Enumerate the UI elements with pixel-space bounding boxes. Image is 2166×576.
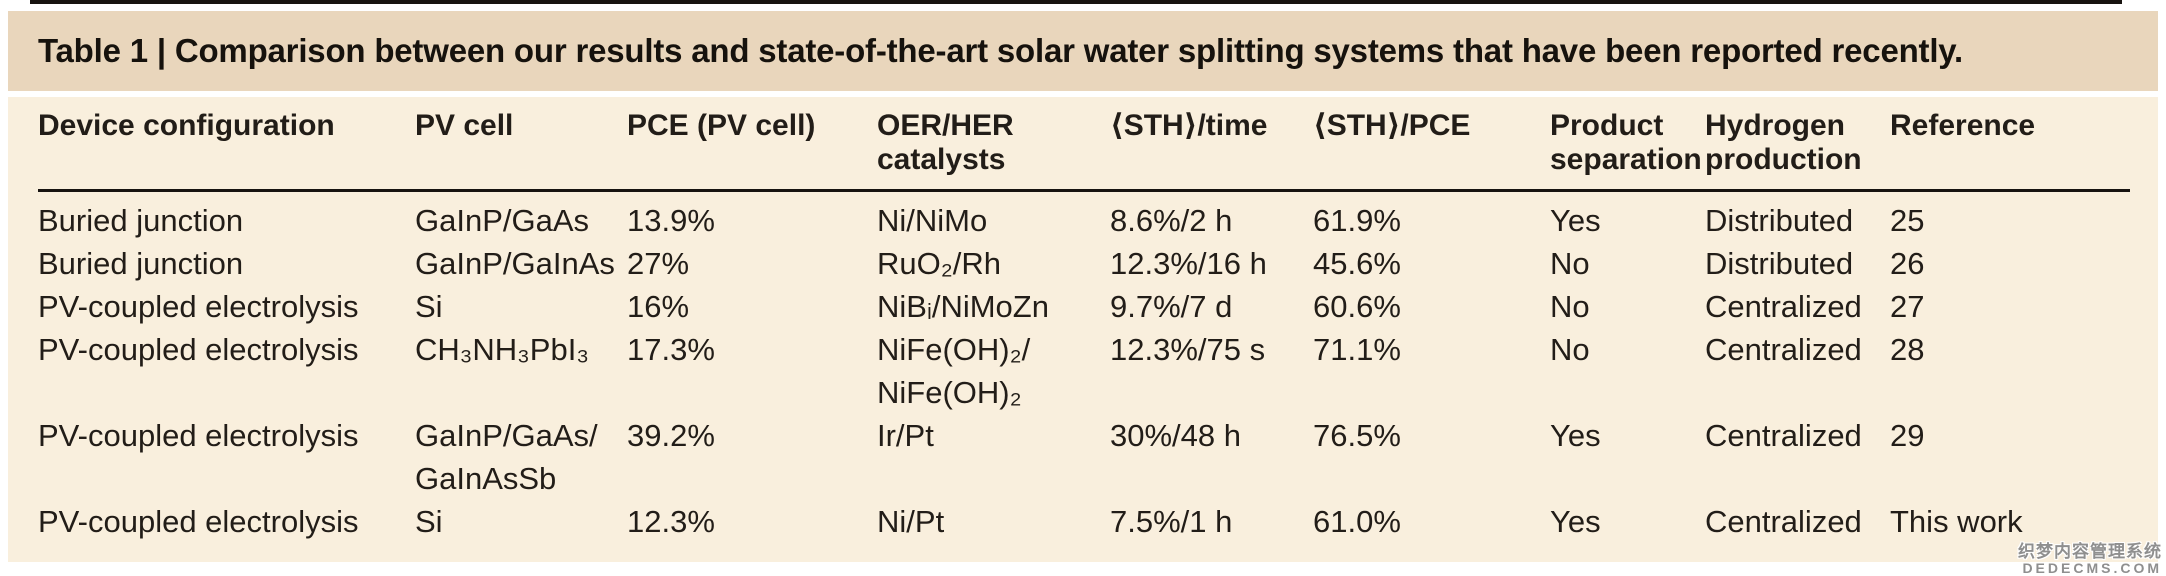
table-cell: Si [415, 289, 443, 324]
table-cell: This work [1890, 504, 2023, 539]
table-cell: GaInP/GaAs/ GaInAsSb [415, 418, 598, 496]
table-cell: 28 [1890, 332, 1925, 367]
dedecms-watermark: 织梦内容管理系统 DEDECMS.COM [2018, 543, 2162, 576]
table-cell: 27% [627, 246, 690, 281]
table-row: Buried junction GaInP/GaAs 13.9% Ni/NiMo… [38, 191, 2130, 243]
table-cell: Centralized [1705, 289, 1862, 324]
table-cell: Centralized [1705, 332, 1862, 367]
table-cell: 9.7%/7 d [1110, 289, 1233, 324]
table-cell: 8.6%/2 h [1110, 203, 1233, 238]
header-row: Device configuration PV cell PCE (PV cel… [38, 105, 2130, 192]
table-cell: CH₃NH₃PbI₃ [415, 332, 589, 367]
table-cell: 39.2% [627, 418, 715, 453]
table-row: PV-coupled electrolysis Si 16% NiBᵢ/NiMo… [38, 285, 2130, 328]
table-cell: 12.3%/16 h [1110, 246, 1267, 281]
col-header-product-separation: Product separation [1550, 105, 1705, 192]
table-cell: NiBᵢ/NiMoZn [877, 289, 1049, 324]
table-cell: 16% [627, 289, 690, 324]
table-cell: RuO₂/Rh [877, 246, 1002, 281]
table-row: Buried junction GaInP/GaInAs 27% RuO₂/Rh… [38, 242, 2130, 285]
table-cell: PV-coupled electrolysis [38, 289, 359, 324]
table-cell: Yes [1550, 504, 1601, 539]
table-title-bar: Table 1 | Comparison between our results… [8, 11, 2158, 91]
table-cell: PV-coupled electrolysis [38, 418, 359, 453]
table-body-panel: Device configuration PV cell PCE (PV cel… [8, 97, 2158, 562]
table-cell: Centralized [1705, 418, 1862, 453]
table-row: PV-coupled electrolysis GaInP/GaAs/ GaIn… [38, 414, 2130, 500]
table-cell: GaInP/GaInAs [415, 246, 615, 281]
table-cell: NiFe(OH)₂/ NiFe(OH)₂ [877, 332, 1031, 410]
col-header-device-configuration: Device configuration [38, 105, 415, 192]
table-cell: 12.3%/75 s [1110, 332, 1266, 367]
col-header-pce-pv-cell: PCE (PV cell) [627, 105, 877, 192]
table-cell: Si [415, 504, 443, 539]
table-cell: No [1550, 289, 1590, 324]
table-cell: 60.6% [1313, 289, 1401, 324]
table-cell: 76.5% [1313, 418, 1401, 453]
table-cell: 25 [1890, 203, 1925, 238]
table-cell: Centralized [1705, 504, 1862, 539]
watermark-url-text: DEDECMS.COM [2022, 560, 2162, 576]
table-cell: 7.5%/1 h [1110, 504, 1233, 539]
table-cell: 17.3% [627, 332, 715, 367]
col-header-hydrogen-production: Hydrogen production [1705, 105, 1890, 192]
table-cell: GaInP/GaAs [415, 203, 590, 238]
col-header-oer-her-catalysts: OER/HER catalysts [877, 105, 1110, 192]
watermark-cn-text: 织梦内容管理系统 [2018, 542, 2162, 561]
col-header-sth-time: ⟨STH⟩/time [1110, 105, 1313, 192]
table-row: PV-coupled electrolysis Si 12.3% Ni/Pt 7… [38, 500, 2130, 543]
table-cell: Ni/NiMo [877, 203, 988, 238]
table-cell: No [1550, 246, 1590, 281]
table-cell: 71.1% [1313, 332, 1401, 367]
table-cell: 12.3% [627, 504, 715, 539]
table-cell: PV-coupled electrolysis [38, 504, 359, 539]
table-cell: 61.9% [1313, 203, 1401, 238]
col-header-reference: Reference [1890, 105, 2130, 192]
table-cell: Ni/Pt [877, 504, 945, 539]
table-cell: Yes [1550, 418, 1601, 453]
table-cell: 13.9% [627, 203, 715, 238]
table-cell: No [1550, 332, 1590, 367]
table-cell: 26 [1890, 246, 1925, 281]
table-cell: PV-coupled electrolysis [38, 332, 359, 367]
table-cell: Yes [1550, 203, 1601, 238]
table-cell: 45.6% [1313, 246, 1401, 281]
table-cell: 61.0% [1313, 504, 1401, 539]
table-cell: 30%/48 h [1110, 418, 1241, 453]
table-cell: Buried junction [38, 203, 244, 238]
table-cell: Buried junction [38, 246, 244, 281]
table-cell: Distributed [1705, 246, 1854, 281]
table-title: Table 1 | Comparison between our results… [38, 32, 1963, 69]
table-row: PV-coupled electrolysis CH₃NH₃PbI₃ 17.3%… [38, 328, 2130, 414]
comparison-table: Device configuration PV cell PCE (PV cel… [38, 105, 2130, 543]
table-cell: Distributed [1705, 203, 1854, 238]
top-rule-divider [30, 0, 2122, 4]
table-cell: 27 [1890, 289, 1925, 324]
table-cell: 29 [1890, 418, 1925, 453]
col-header-pv-cell: PV cell [415, 105, 627, 192]
table-cell: Ir/Pt [877, 418, 934, 453]
col-header-sth-pce: ⟨STH⟩/PCE [1313, 105, 1550, 192]
